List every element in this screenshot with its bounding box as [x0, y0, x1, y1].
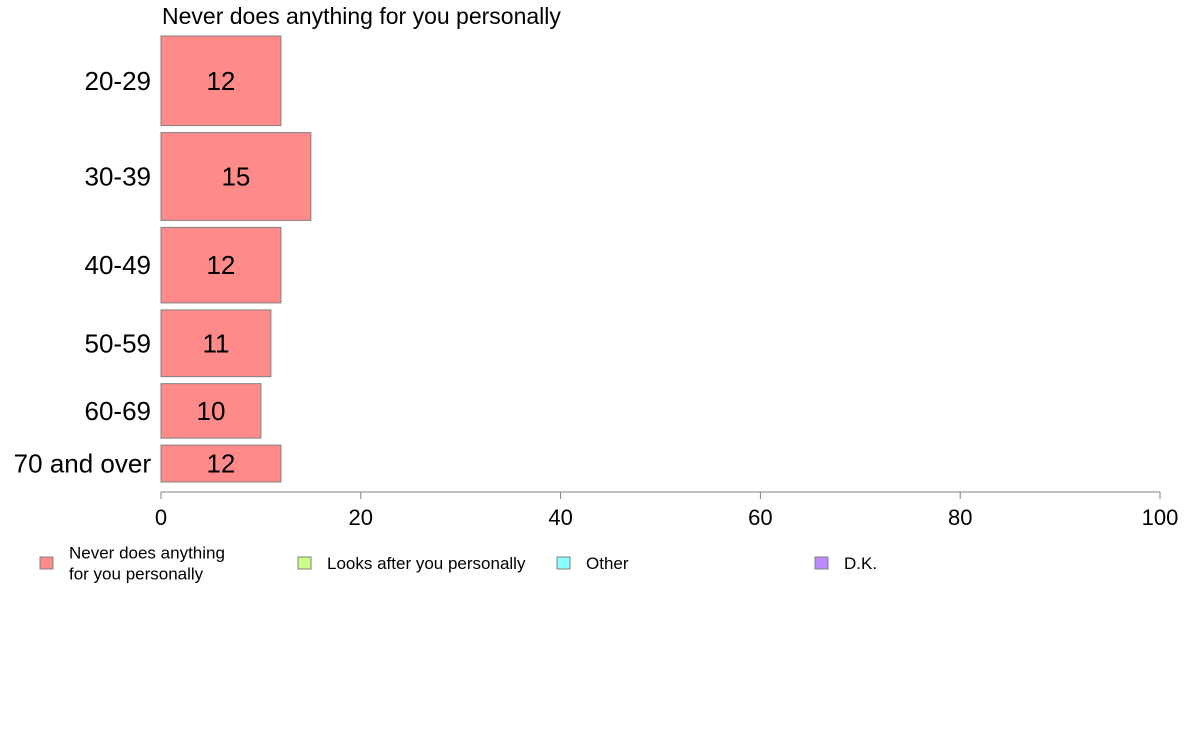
- x-tick-label: 60: [748, 505, 772, 530]
- legend-swatch: [814, 556, 829, 570]
- category-label: 30-39: [85, 161, 152, 191]
- x-tick-label: 100: [1142, 505, 1179, 530]
- x-tick-label: 20: [349, 505, 373, 530]
- category-label: 50-59: [85, 328, 152, 358]
- category-label: 40-49: [85, 250, 152, 280]
- bar-40-49: [160, 226, 282, 304]
- bar-value-label: 12: [206, 449, 235, 479]
- legend-label: D.K.: [844, 554, 877, 573]
- bar-value-label: 12: [206, 66, 235, 96]
- bar-value-label: 12: [206, 250, 235, 280]
- legend-label: Other: [586, 554, 629, 573]
- bar-20-29: [160, 35, 282, 127]
- category-label: 60-69: [85, 396, 152, 426]
- bar-value-label: 10: [196, 396, 225, 426]
- legend-label: Looks after you personally: [327, 554, 526, 573]
- bar-value-label: 11: [202, 328, 229, 358]
- category-label: 70 and over: [14, 449, 152, 479]
- x-axis: 0 20 40 60 80 100: [155, 491, 1179, 530]
- bar-60-69: [160, 383, 262, 439]
- legend-swatch: [556, 556, 571, 570]
- bar-70-and-over: [160, 444, 282, 483]
- bars-layer: 12 20-29 15 30-39 12 40-49 11 50-59 10 60-69 12 70 …: [14, 35, 312, 483]
- x-tick-label: 40: [548, 505, 572, 530]
- legend-label: for you personally: [69, 565, 204, 584]
- legend-swatch: [297, 556, 312, 570]
- x-tick-label: 80: [948, 505, 972, 530]
- category-label: 20-29: [85, 66, 152, 96]
- bar-30-39: [160, 132, 312, 221]
- legend: Never does anything for you personally Loo…: [39, 544, 877, 584]
- chart-title: Never does anything for you personally: [162, 3, 561, 29]
- bar-value-label: 15: [221, 161, 250, 191]
- legend-swatch: [39, 556, 54, 570]
- bar-50-59: [160, 309, 272, 378]
- legend-label: Never does anything: [69, 544, 225, 563]
- x-tick-label: 0: [155, 505, 167, 530]
